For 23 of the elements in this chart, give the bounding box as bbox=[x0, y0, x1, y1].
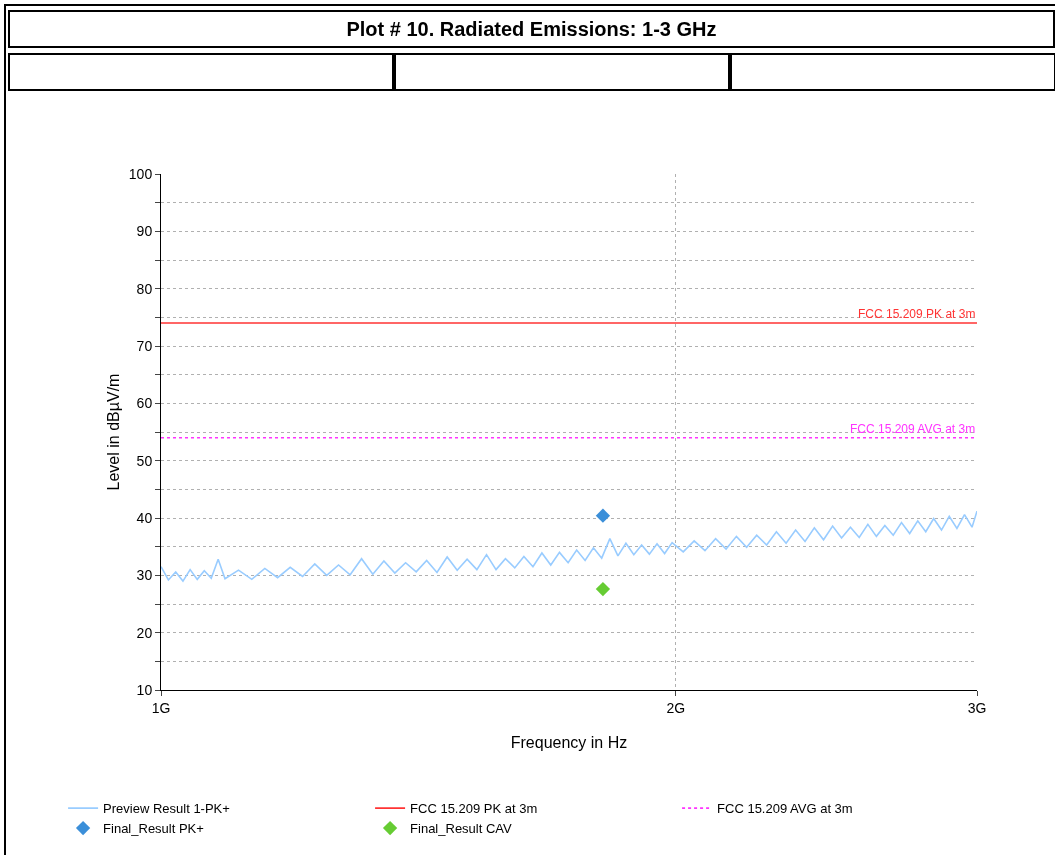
legend-label: Final_Result CAV bbox=[410, 821, 513, 837]
y-tick-label: 20 bbox=[136, 624, 153, 641]
y-tick-label: 100 bbox=[128, 165, 153, 182]
chart-title: Plot # 10. Radiated Emissions: 1-3 GHz bbox=[8, 10, 1055, 48]
x-tick-label: 3G bbox=[967, 699, 987, 716]
x-axis-title: Frequency in Hz bbox=[510, 734, 628, 751]
y-tick-label: 60 bbox=[136, 395, 153, 412]
y-tick-label: 90 bbox=[136, 223, 153, 240]
y-tick-label: 70 bbox=[136, 337, 153, 354]
y-tick-label: 40 bbox=[136, 509, 153, 526]
x-tick-label: 1G bbox=[151, 699, 171, 716]
legend-label: Final_Result PK+ bbox=[103, 821, 204, 837]
y-tick-label: 80 bbox=[136, 280, 153, 297]
y-axis-title: Level in dBµV/m bbox=[105, 373, 122, 491]
legend-label: FCC 15.209 AVG at 3m bbox=[717, 801, 853, 817]
y-tick-label: 10 bbox=[136, 681, 153, 698]
legend-label: Preview Result 1-PK+ bbox=[103, 801, 230, 817]
y-tick-label: 50 bbox=[136, 452, 153, 469]
legend-label: FCC 15.209 PK at 3m bbox=[410, 801, 538, 817]
annotation: FCC 15.209 AVG at 3m bbox=[850, 422, 976, 436]
y-tick-label: 30 bbox=[136, 567, 153, 584]
x-tick-label: 2G bbox=[666, 699, 686, 716]
annotation: FCC 15.209 PK at 3m bbox=[858, 307, 976, 321]
